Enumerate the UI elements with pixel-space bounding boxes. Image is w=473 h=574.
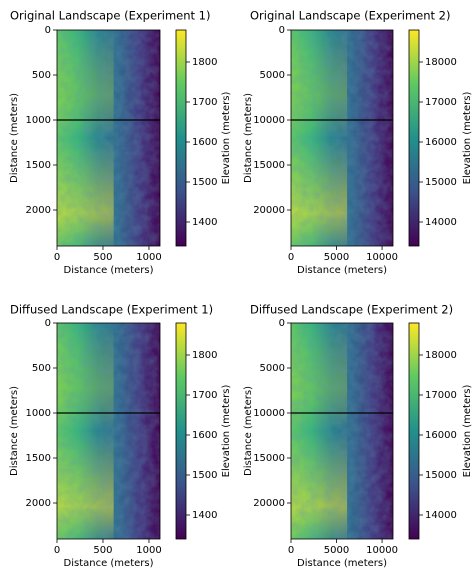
panel-title: Diffused Landscape (Experiment 2) [250,303,453,317]
colorbar-tick-label: 1800 [192,350,217,361]
x-tick-label: 0 [288,252,294,263]
x-axis-label: Distance (meters) [297,265,387,276]
colorbar-tick-label: 18000 [425,57,457,68]
colorbar-label: Elevation (meters) [462,385,473,478]
colorbar [175,322,187,540]
x-tick-label: 5000 [324,545,349,556]
panel-title: Original Landscape (Experiment 2) [250,9,450,23]
y-tick-label: 1500 [26,160,51,171]
y-tick-label: 1500 [26,453,51,464]
y-tick-label: 5000 [260,363,285,374]
y-tick-label: 500 [32,70,51,81]
heatmap-texture [291,323,393,539]
y-tick-label: 20000 [253,205,285,216]
colorbar-label: Elevation (meters) [462,92,473,185]
heatmap-texture [57,323,160,539]
y-axis-label: Distance (meters) [9,386,20,476]
y-tick-label: 0 [45,318,51,329]
x-tick-label: 1000 [136,545,161,556]
y-tick-label: 10000 [253,408,285,419]
heatmap-texture [57,30,160,246]
y-tick-label: 0 [279,318,285,329]
colorbar-tick-label: 17000 [425,390,457,401]
y-tick-label: 15000 [253,453,285,464]
colorbar-tick-label: 1700 [192,390,217,401]
axes-frame [56,29,161,247]
y-tick-label: 15000 [253,160,285,171]
y-tick-label: 0 [279,25,285,36]
colorbar [408,322,420,540]
colorbar [408,29,420,247]
y-tick-label: 0 [45,25,51,36]
colorbar-label: Elevation (meters) [221,92,232,185]
x-tick-label: 5000 [324,252,349,263]
colorbar-tick-label: 15000 [425,470,457,481]
colorbar-tick-label: 1500 [192,470,217,481]
colorbar-tick-label: 16000 [425,137,457,148]
colorbar-tick-label: 1600 [192,137,217,148]
panel-title: Original Landscape (Experiment 1) [10,9,210,23]
colorbar [175,29,187,247]
y-tick-label: 2000 [26,205,51,216]
y-tick-label: 5000 [260,70,285,81]
y-tick-label: 1000 [26,408,51,419]
y-axis-label: Distance (meters) [9,93,20,183]
x-axis-label: Distance (meters) [297,558,387,569]
y-axis-label: Distance (meters) [243,93,254,183]
x-tick-label: 1000 [136,252,161,263]
y-tick-label: 10000 [253,115,285,126]
panel-title: Diffused Landscape (Experiment 1) [10,303,213,317]
colorbar-tick-label: 1500 [192,177,217,188]
colorbar-tick-label: 18000 [425,350,457,361]
axes-frame [56,322,161,540]
x-tick-label: 10000 [366,545,398,556]
colorbar-tick-label: 1800 [192,57,217,68]
y-tick-label: 500 [32,363,51,374]
colorbar-tick-label: 1400 [192,510,217,521]
colorbar-tick-label: 1400 [192,217,217,228]
colorbar-tick-label: 1600 [192,430,217,441]
colorbar-tick-label: 17000 [425,97,457,108]
x-axis-label: Distance (meters) [64,558,154,569]
axes-frame [290,29,394,247]
colorbar-tick-label: 1700 [192,97,217,108]
x-tick-label: 0 [288,545,294,556]
x-tick-label: 10000 [366,252,398,263]
y-tick-label: 1000 [26,115,51,126]
x-tick-label: 0 [54,252,60,263]
x-tick-label: 500 [93,545,112,556]
heatmap-texture [291,30,393,246]
x-axis-label: Distance (meters) [64,265,154,276]
colorbar-tick-label: 15000 [425,177,457,188]
colorbar-label: Elevation (meters) [221,385,232,478]
axes-frame [290,322,394,540]
colorbar-tick-label: 14000 [425,510,457,521]
colorbar-tick-label: 14000 [425,217,457,228]
x-tick-label: 500 [93,252,112,263]
y-tick-label: 20000 [253,498,285,509]
y-tick-label: 2000 [26,498,51,509]
y-axis-label: Distance (meters) [243,386,254,476]
colorbar-tick-label: 16000 [425,430,457,441]
x-tick-label: 0 [54,545,60,556]
